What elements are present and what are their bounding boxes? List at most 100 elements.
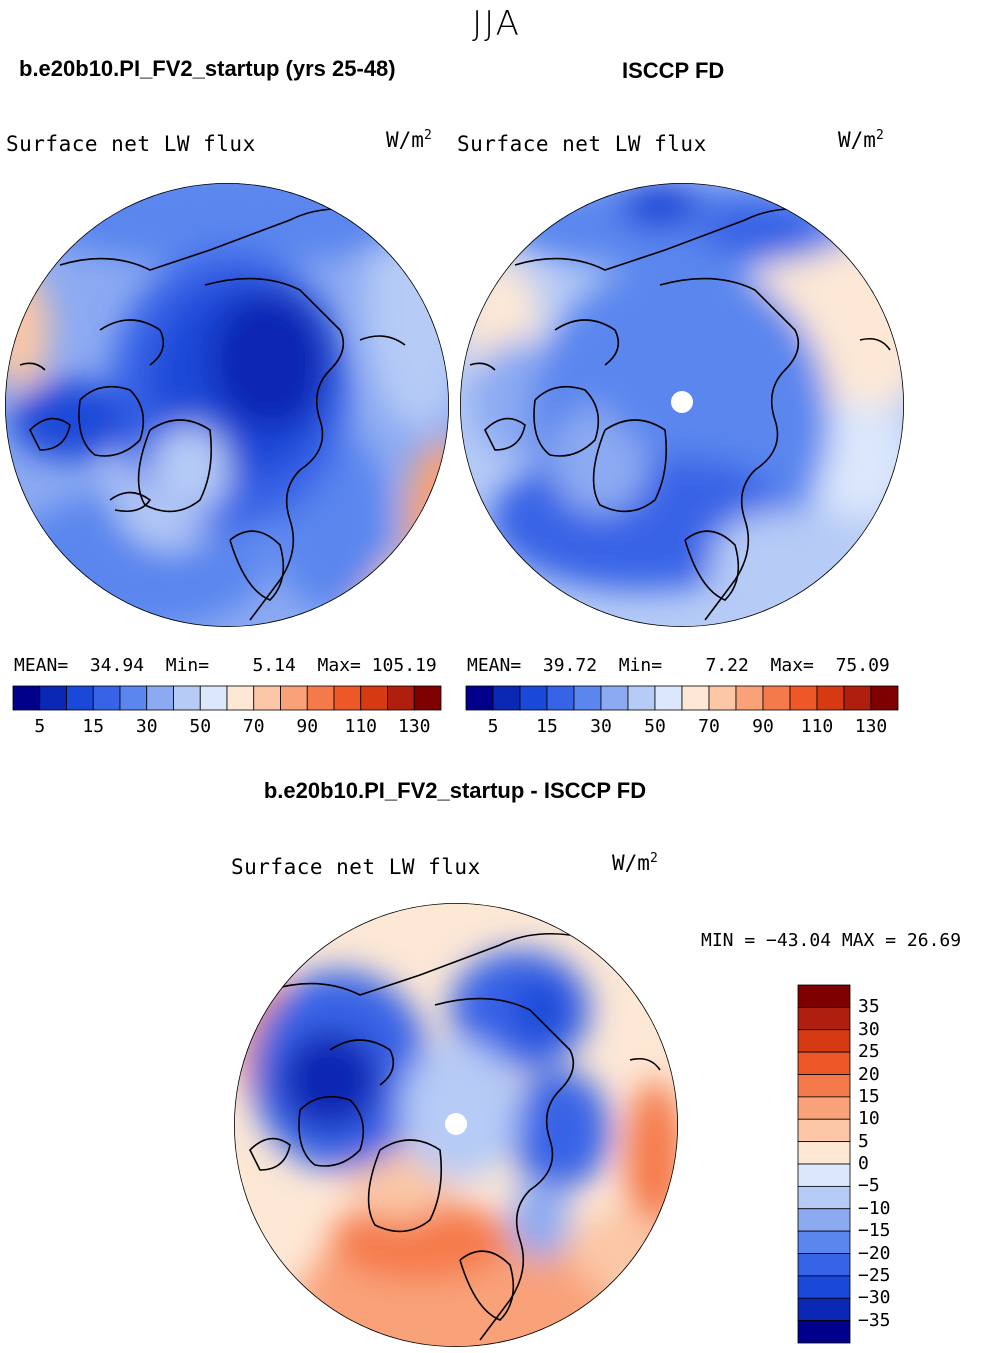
obs-map: [460, 183, 904, 627]
model-colorbar-swatch: [360, 685, 388, 711]
diff-colorbar-swatch: [797, 1297, 851, 1322]
diff-colorbar-tick-label: 35: [858, 996, 880, 1018]
model-colorbar: [12, 685, 442, 711]
model-colorbar-swatch: [226, 685, 255, 711]
model-colorbar-swatch: [173, 685, 201, 711]
diff-colorbar-tick-label: −20: [858, 1242, 891, 1264]
diff-colorbar-swatch: [797, 1275, 851, 1299]
obs-colorbar-swatch: [654, 685, 683, 711]
diff-colorbar-tick-label: 30: [858, 1018, 880, 1040]
model-colorbar-tick-label: 50: [189, 716, 212, 737]
model-colorbar-tick-label: 30: [135, 716, 158, 737]
diff-colorbar-tick-label: −15: [858, 1220, 891, 1242]
obs-colorbar: [465, 685, 899, 711]
obs-colorbar-swatch: [816, 685, 845, 711]
model-colorbar-tick-label: 15: [82, 716, 105, 737]
model-mean: 34.94: [89, 655, 145, 676]
model-panel-title: b.e20b10.PI_FV2_startup (yrs 25-48): [19, 56, 396, 81]
diff-colorbar-swatch: [797, 1230, 851, 1254]
diff-colorbar-swatch: [797, 1074, 851, 1098]
model-max: 105.19: [371, 655, 437, 676]
model-colorbar-swatch: [413, 685, 442, 711]
obs-colorbar-swatch: [789, 685, 818, 711]
diff-colorbar-swatch: [797, 1029, 851, 1053]
obs-colorbar-tick-label: 70: [698, 716, 720, 737]
obs-colorbar-tick-label: 90: [752, 716, 774, 737]
diff-panel-title: b.e20b10.PI_FV2_startup - ISCCP FD: [263, 778, 647, 803]
model-colorbar-swatch: [146, 685, 174, 711]
obs-colorbar-swatch: [870, 685, 899, 711]
obs-colorbar-swatch: [735, 685, 764, 711]
obs-panel-title: ISCCP FD: [622, 58, 725, 83]
diff-colorbar-tick-label: −10: [858, 1197, 891, 1219]
diff-colorbar-tick-label: −35: [858, 1309, 891, 1331]
obs-colorbar-tick-label: 110: [800, 716, 834, 737]
obs-max: 75.09: [835, 655, 890, 676]
diff-colorbar-tick-label: −5: [858, 1175, 880, 1197]
diff-units: W/m2: [612, 851, 658, 875]
diff-map: [234, 903, 678, 1347]
model-colorbar-tick-label: 90: [296, 716, 319, 737]
diff-colorbar-swatch: [797, 1163, 851, 1187]
model-colorbar-swatch: [199, 685, 228, 711]
model-colorbar-tick-label: 70: [242, 716, 265, 737]
model-colorbar-swatch: [66, 685, 94, 711]
model-variable-label: Surface net LW flux: [6, 132, 256, 156]
obs-colorbar-tick-label: 15: [536, 716, 558, 737]
diff-colorbar-tick-label: 25: [858, 1041, 880, 1063]
obs-colorbar-swatch: [519, 685, 548, 711]
obs-colorbar-swatch: [708, 685, 737, 711]
model-colorbar-swatch: [39, 685, 67, 711]
obs-colorbar-swatch: [546, 685, 575, 711]
obs-colorbar-swatch: [681, 685, 710, 711]
obs-variable-label: Surface net LW flux: [457, 132, 707, 156]
model-colorbar-tick-label: 5: [34, 716, 46, 737]
diff-colorbar-swatch: [797, 1185, 851, 1210]
model-stats: MEAN= 34.94 Min= 5.14 Max= 105.19: [14, 655, 437, 676]
obs-colorbar-swatch: [600, 685, 629, 711]
diff-colorbar-swatch: [797, 1006, 851, 1031]
model-colorbar-swatch: [12, 685, 41, 711]
obs-colorbar-swatch: [465, 685, 494, 711]
diff-colorbar-swatch: [797, 1320, 851, 1344]
diff-colorbar-tick-label: 10: [858, 1108, 880, 1130]
diff-colorbar-tick-label: 5: [858, 1130, 869, 1152]
model-colorbar-swatch: [280, 685, 308, 711]
model-map: [5, 183, 449, 627]
obs-colorbar-tick-label: 5: [487, 716, 499, 737]
diff-variable-label: Surface net LW flux: [231, 855, 481, 879]
diff-colorbar-tick-label: 0: [858, 1153, 869, 1174]
obs-colorbar-tick-label: 50: [644, 716, 666, 737]
diff-colorbar-tick-label: 20: [858, 1063, 880, 1085]
diff-colorbar-swatch: [797, 1253, 851, 1277]
diff-colorbar-swatch: [797, 984, 851, 1008]
season-title: JJA: [472, 4, 521, 44]
obs-colorbar-swatch: [492, 685, 521, 711]
model-colorbar-swatch: [92, 685, 121, 711]
model-colorbar-swatch: [253, 685, 281, 711]
diff-colorbar-swatch: [797, 1141, 851, 1165]
obs-mean: 39.72: [542, 655, 598, 676]
model-colorbar-swatch: [333, 685, 362, 711]
diff-colorbar-tick-label: 15: [858, 1085, 880, 1107]
obs-colorbar-swatch: [762, 685, 791, 711]
model-units: W/m2: [386, 128, 432, 152]
obs-units: W/m2: [838, 128, 884, 152]
diff-minmax: MIN = −43.04 MAX = 26.69: [701, 930, 962, 951]
obs-colorbar-tick-label: 130: [854, 716, 888, 737]
model-colorbar-swatch: [306, 685, 335, 711]
model-colorbar-tick-label: 110: [344, 716, 377, 737]
diff-colorbar-swatch: [797, 1208, 851, 1232]
model-colorbar-tick-label: 130: [397, 716, 431, 737]
diff-colorbar: [797, 984, 851, 1344]
model-colorbar-swatch: [387, 685, 415, 711]
diff-colorbar-swatch: [797, 1051, 851, 1075]
obs-colorbar-swatch: [627, 685, 656, 711]
diff-colorbar-tick-label: −30: [858, 1287, 891, 1309]
diff-colorbar-swatch: [797, 1096, 851, 1120]
obs-colorbar-tick-label: 30: [590, 716, 612, 737]
diff-colorbar-swatch: [797, 1118, 851, 1143]
obs-colorbar-swatch: [843, 685, 872, 711]
obs-colorbar-swatch: [573, 685, 602, 711]
model-colorbar-swatch: [119, 685, 148, 711]
